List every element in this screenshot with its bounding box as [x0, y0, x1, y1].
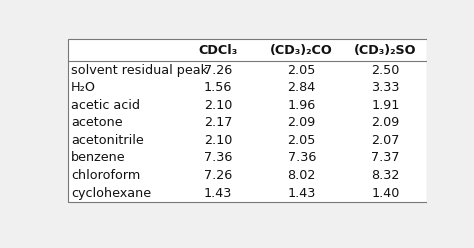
Text: 2.50: 2.50: [371, 63, 400, 77]
Text: 2.09: 2.09: [371, 116, 400, 129]
Text: 2.10: 2.10: [204, 134, 232, 147]
Bar: [68, 39, 427, 202]
Text: (CD₃)₂SO: (CD₃)₂SO: [354, 44, 417, 57]
Text: 1.43: 1.43: [204, 186, 232, 200]
Text: (CD₃)₂CO: (CD₃)₂CO: [270, 44, 333, 57]
Text: 7.26: 7.26: [204, 169, 232, 182]
Text: 8.02: 8.02: [288, 169, 316, 182]
Text: 7.26: 7.26: [204, 63, 232, 77]
Text: acetic acid: acetic acid: [71, 99, 140, 112]
Text: acetonitrile: acetonitrile: [71, 134, 144, 147]
Text: 8.32: 8.32: [371, 169, 400, 182]
Text: 2.84: 2.84: [288, 81, 316, 94]
Text: 2.05: 2.05: [288, 134, 316, 147]
Text: benzene: benzene: [71, 151, 126, 164]
Text: acetone: acetone: [71, 116, 123, 129]
Text: 3.33: 3.33: [371, 81, 400, 94]
Text: solvent residual peak: solvent residual peak: [71, 63, 208, 77]
Text: 1.56: 1.56: [204, 81, 232, 94]
Text: chloroform: chloroform: [71, 169, 140, 182]
Text: 1.91: 1.91: [371, 99, 400, 112]
Text: 1.96: 1.96: [288, 99, 316, 112]
Text: 2.09: 2.09: [288, 116, 316, 129]
Text: 7.36: 7.36: [288, 151, 316, 164]
Text: 2.10: 2.10: [204, 99, 232, 112]
Text: CDCl₃: CDCl₃: [199, 44, 238, 57]
Text: 2.17: 2.17: [204, 116, 232, 129]
Text: 1.43: 1.43: [288, 186, 316, 200]
Text: cyclohexane: cyclohexane: [71, 186, 151, 200]
Text: H₂O: H₂O: [71, 81, 96, 94]
Text: 1.40: 1.40: [371, 186, 400, 200]
Text: 7.36: 7.36: [204, 151, 232, 164]
Text: 2.07: 2.07: [371, 134, 400, 147]
Text: 2.05: 2.05: [288, 63, 316, 77]
Text: 7.37: 7.37: [371, 151, 400, 164]
